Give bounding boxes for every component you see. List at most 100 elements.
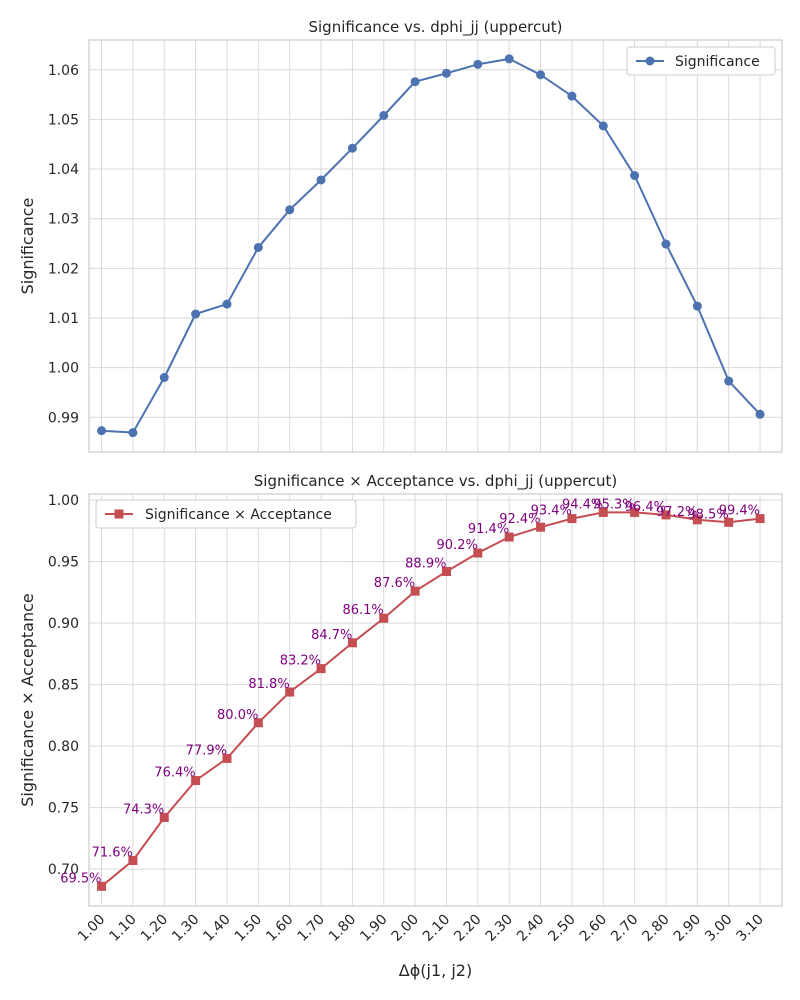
bottom-x-tick-label: 1.20	[138, 912, 171, 945]
bottom-data-point	[441, 566, 451, 576]
bottom-data-point	[379, 613, 389, 623]
bottom-legend: Significance × Acceptance	[95, 499, 357, 529]
top-data-point	[97, 426, 107, 436]
bottom-data-label: 95.3%	[593, 497, 634, 512]
bottom-x-tick-label: 2.80	[639, 912, 672, 945]
bottom-x-tick-label: 3.00	[702, 912, 735, 945]
bottom-data-point	[630, 507, 640, 517]
top-y-tick-label: 1.02	[48, 261, 79, 277]
top-chart-title: Significance vs. dphi_jj (uppercut)	[308, 18, 562, 37]
bottom-x-tick-label: 2.30	[483, 912, 516, 945]
bottom-annotations: 69.5% 71.6% 74.3% 76.4% 77.9% 80.0% 81.8% 83.2%…	[60, 497, 760, 886]
top-data-point	[504, 54, 514, 64]
bottom-data-label: 88.9%	[405, 556, 446, 571]
bottom-data-label: 83.2%	[280, 654, 321, 669]
bottom-data-point	[191, 776, 201, 786]
bottom-x-tick-label: 2.00	[389, 912, 422, 945]
bottom-data-point	[253, 718, 263, 728]
bottom-y-tick-label: 0.85	[48, 678, 79, 694]
bottom-data-label: 81.8%	[248, 677, 289, 692]
bottom-data-label: 84.7%	[311, 628, 352, 643]
bottom-data-point	[473, 548, 483, 558]
bottom-y-axis-label: Significance × Acceptance	[18, 593, 37, 807]
bottom-series-line	[100, 511, 761, 888]
bottom-data-label: 91.4%	[468, 522, 509, 537]
bottom-x-tick-label: 2.40	[514, 912, 547, 945]
bottom-x-tick-label: 1.30	[169, 912, 202, 945]
bottom-data-label: 69.5%	[60, 871, 101, 886]
bottom-data-point	[316, 664, 326, 674]
top-grid	[89, 40, 782, 452]
bottom-data-point	[724, 517, 734, 527]
bottom-data-label: 80.0%	[217, 708, 258, 723]
bottom-y-tick-label: 0.90	[48, 616, 79, 632]
top-legend: Significance	[626, 46, 776, 76]
bottom-grid	[89, 494, 782, 906]
bottom-data-label: 77.9%	[186, 743, 227, 758]
top-y-tick-label: 1.00	[48, 361, 79, 377]
bottom-y-tick-label: 0.95	[48, 555, 79, 571]
bottom-x-tick-label: 1.70	[295, 912, 328, 945]
top-data-point	[253, 242, 263, 252]
top-data-point	[692, 301, 702, 311]
bottom-x-tick-label: 1.80	[326, 912, 359, 945]
top-data-point	[379, 110, 389, 120]
bottom-x-tick-label: 1.60	[263, 912, 296, 945]
top-data-point	[755, 409, 765, 419]
bottom-data-point	[285, 687, 295, 697]
bottom-data-point	[661, 510, 671, 520]
top-series-line	[101, 57, 761, 434]
bottom-data-point	[755, 514, 765, 524]
bottom-y-tick-label: 0.70	[48, 862, 79, 878]
bottom-x-tick-label: 1.00	[75, 912, 108, 945]
top-legend-marker	[645, 56, 655, 66]
bottom-data-label: 93.4%	[531, 504, 572, 519]
top-y-tick-label: 1.01	[48, 311, 79, 327]
bottom-data-point	[598, 507, 608, 517]
top-legend-label: Significance	[675, 54, 760, 70]
bottom-data-point	[159, 812, 169, 822]
bottom-data-label: 87.6%	[374, 576, 415, 591]
bottom-data-label: 99.4%	[719, 504, 760, 519]
top-y-tick-label: 1.05	[48, 112, 79, 128]
bottom-data-label: 71.6%	[92, 845, 133, 860]
top-data-point	[191, 309, 201, 319]
bottom-x-axis-label: Δϕ(j1, j2)	[399, 961, 472, 980]
top-series-markers	[97, 54, 765, 438]
bottom-data-point	[410, 586, 420, 596]
top-y-tick-label: 0.99	[48, 410, 79, 426]
bottom-data-label: 92.4%	[499, 512, 540, 527]
top-data-point	[661, 239, 671, 249]
top-data-point	[598, 121, 608, 131]
top-data-point	[128, 428, 138, 438]
bottom-data-label: 96.4%	[625, 500, 666, 515]
top-data-point	[630, 171, 640, 181]
bottom-y-tick-label: 0.75	[48, 801, 79, 817]
top-plot-area	[88, 39, 783, 453]
bottom-x-tick-label: 1.90	[357, 912, 390, 945]
top-data-point	[316, 175, 326, 185]
bottom-data-point	[504, 532, 514, 542]
bottom-data-label: 74.3%	[123, 802, 164, 817]
bottom-legend-marker	[114, 509, 124, 519]
bottom-panel: 0.700.750.800.850.900.951.00 1.001.101.2…	[18, 472, 783, 980]
top-y-tick-label: 1.06	[48, 63, 79, 79]
bottom-data-point	[536, 522, 546, 532]
top-data-point	[159, 373, 169, 383]
top-data-point	[724, 376, 734, 386]
bottom-data-label: 86.1%	[342, 603, 383, 618]
bottom-x-tick-label: 3.10	[734, 912, 767, 945]
top-data-point	[473, 59, 483, 69]
bottom-data-label: 97.2%	[656, 505, 697, 520]
bottom-x-ticks: 1.001.101.201.301.401.501.601.701.801.90…	[75, 912, 767, 945]
top-y-tick-label: 1.04	[48, 162, 79, 178]
top-data-point	[222, 299, 232, 309]
bottom-legend-label: Significance × Acceptance	[145, 507, 332, 523]
bottom-x-tick-label: 2.70	[608, 912, 641, 945]
bottom-legend-box	[95, 499, 357, 529]
bottom-data-label: 98.5%	[687, 507, 728, 522]
bottom-x-tick-label: 1.10	[106, 912, 139, 945]
bottom-data-point	[692, 515, 702, 525]
top-panel: 0.99 1.00 1.01 1.02 1.03 1.04 1.05 1.06 Signifi…	[18, 18, 783, 453]
